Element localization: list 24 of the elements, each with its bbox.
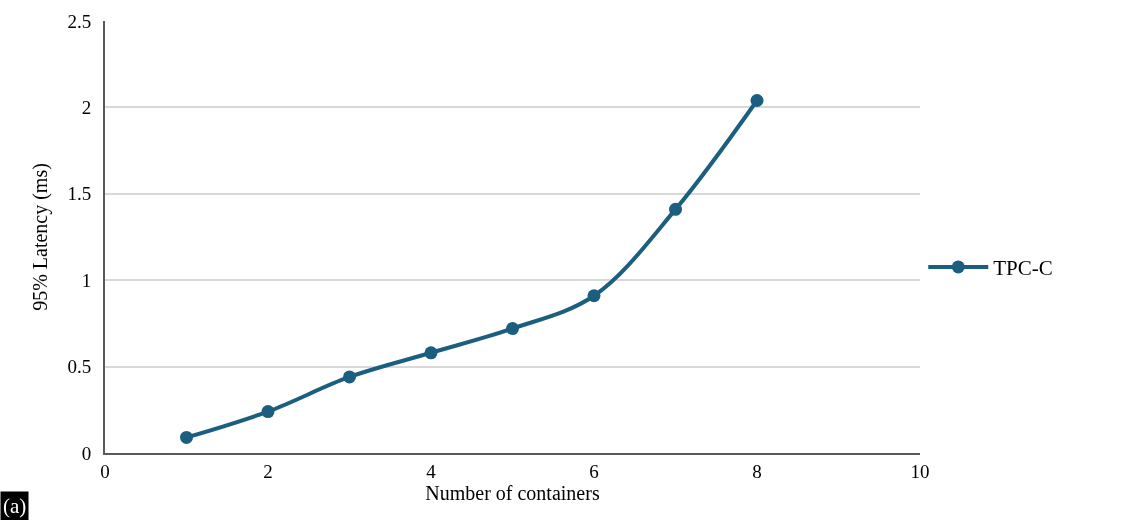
x-tick-label: 2 [263, 460, 273, 482]
point [506, 322, 519, 336]
y-tick-label: 2.5 [67, 10, 92, 32]
y-tick-label: 0.5 [67, 356, 92, 378]
point [424, 346, 438, 360]
x-tick-label: 10 [910, 460, 930, 482]
y-tick-label: 2 [81, 97, 92, 119]
x-tick-label: 6 [589, 460, 599, 482]
point [587, 289, 601, 303]
point [261, 405, 275, 419]
y-axis-title: 95% Latency (ms) [29, 163, 53, 311]
x-axis-title: Number of containers [425, 481, 600, 504]
point [343, 370, 356, 384]
x-tick-label: 4 [426, 460, 437, 482]
y-tick-label: 1 [81, 269, 92, 291]
point [669, 202, 682, 216]
text: (a) [3, 494, 27, 518]
legend-label: TPC-C [993, 256, 1053, 281]
x-tick-label: 0 [100, 460, 110, 482]
y-tick-label: 1.5 [67, 183, 92, 205]
point [750, 93, 764, 107]
point [180, 430, 193, 444]
x-tick-label: 8 [752, 460, 762, 482]
y-tick-label: 0 [81, 442, 92, 464]
